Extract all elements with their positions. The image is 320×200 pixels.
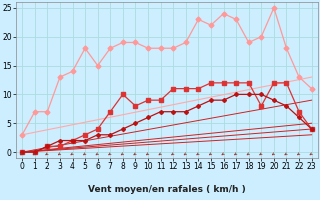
X-axis label: Vent moyen/en rafales ( km/h ): Vent moyen/en rafales ( km/h ) — [88, 185, 246, 194]
